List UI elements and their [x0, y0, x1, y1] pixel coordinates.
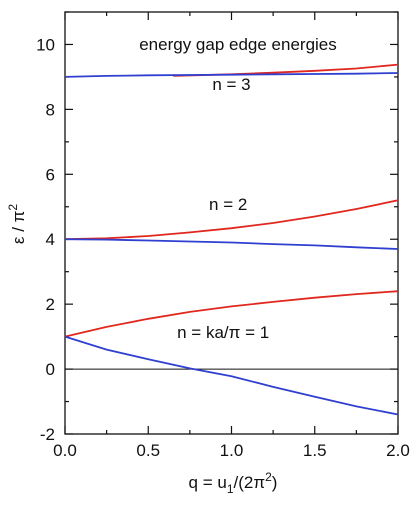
chart-title: energy gap edge energies	[139, 35, 337, 54]
svg-text:q = u1/(2π2): q = u1/(2π2)	[189, 470, 278, 496]
tick-labels: 0.0 0.5 1.0 1.5 2.0 -2 0 2 4 6 8 10	[36, 35, 410, 460]
curve-annotation: n = 2	[209, 195, 247, 214]
curve-annotations: n = 3 n = 2 n = ka/π = 1	[177, 75, 269, 342]
y-tick-label: 8	[46, 100, 55, 119]
y-tick-label: 6	[46, 165, 55, 184]
y-tick-label: 4	[46, 230, 55, 249]
series-line-2	[64, 335, 399, 416]
x-axis-label: q = u1/(2π2)	[189, 470, 278, 496]
series-line-1	[64, 290, 399, 338]
series-line-4	[64, 238, 399, 250]
x-tick-label: 0.5	[136, 441, 160, 460]
svg-text:ε / π2: ε / π2	[6, 204, 28, 244]
y-tick-label: 2	[46, 295, 55, 314]
x-tick-label: 2.0	[386, 441, 410, 460]
y-tick-label: 10	[36, 35, 55, 54]
y-axis-label: ε / π2	[6, 204, 28, 244]
x-tick-label: 0.0	[53, 441, 77, 460]
y-tick-label: 0	[46, 360, 55, 379]
x-tick-label: 1.0	[220, 441, 244, 460]
data-series	[64, 63, 399, 416]
x-tick-label: 1.5	[303, 441, 327, 460]
curve-annotation: n = 3	[212, 75, 250, 94]
series-line-6	[64, 72, 399, 78]
series-line-3	[64, 199, 399, 241]
y-tick-label: -2	[40, 425, 55, 444]
curve-annotation: n = ka/π = 1	[177, 323, 269, 342]
